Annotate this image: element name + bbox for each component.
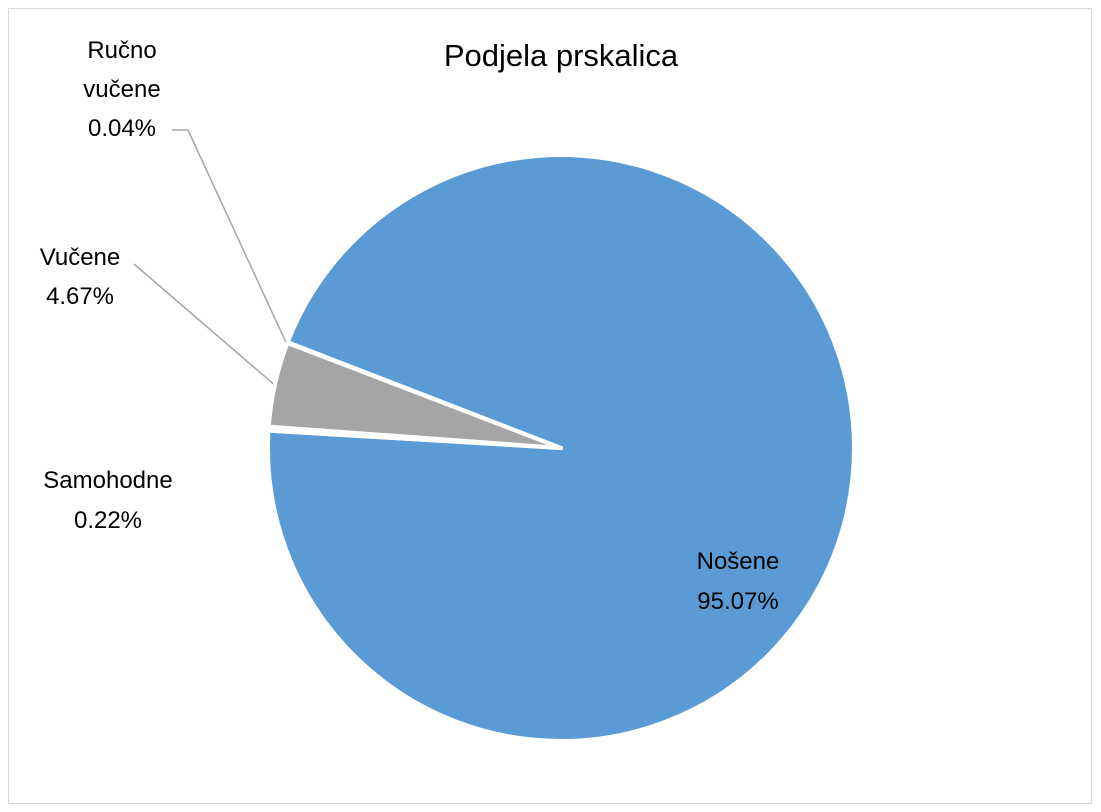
label-samohodne-value: 0.22%: [74, 507, 142, 534]
label-nosene: Nošene 95.07%: [697, 548, 780, 615]
chart-title: Podjela prskalica: [444, 38, 679, 73]
label-nosene-value: 95.07%: [697, 588, 778, 615]
leader-lines: [133, 129, 287, 385]
label-nosene-name: Nošene: [697, 548, 780, 575]
label-rucno-vucene-line1: Ručno: [87, 37, 156, 64]
pie-slices: [266, 153, 856, 743]
leader-line-vucene: [133, 263, 274, 385]
label-vucene-value: 4.67%: [46, 283, 114, 310]
label-samohodne: Samohodne 0.22%: [43, 467, 172, 534]
label-rucno-vucene-value: 0.04%: [88, 115, 156, 142]
label-vucene-name: Vučene: [40, 244, 121, 271]
leader-line-rucno-vucene: [172, 129, 287, 343]
label-samohodne-name: Samohodne: [43, 467, 172, 494]
label-rucno-vucene-line2: vučene: [83, 76, 160, 103]
label-rucno-vucene: Ručno vučene 0.04%: [83, 37, 160, 142]
label-vucene: Vučene 4.67%: [40, 244, 121, 310]
pie-slice-ru-no-vu-ene: [285, 340, 563, 450]
